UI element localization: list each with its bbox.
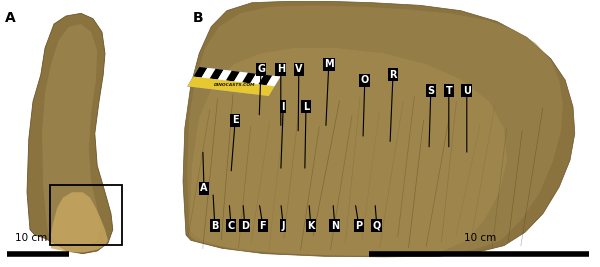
Text: P: P [355, 221, 362, 231]
Polygon shape [234, 72, 248, 83]
Text: S: S [427, 86, 434, 96]
Text: 10 cm: 10 cm [464, 233, 496, 243]
Polygon shape [218, 70, 232, 80]
Polygon shape [209, 69, 224, 80]
Text: B: B [193, 11, 204, 25]
Text: I: I [281, 102, 285, 112]
Text: A: A [5, 11, 16, 25]
Text: K: K [307, 221, 314, 231]
Polygon shape [259, 75, 272, 85]
Polygon shape [193, 67, 208, 78]
Text: O: O [361, 75, 369, 85]
Text: E: E [232, 115, 239, 125]
Polygon shape [188, 77, 275, 96]
Text: C: C [227, 221, 235, 231]
Polygon shape [266, 76, 280, 86]
Polygon shape [189, 48, 507, 256]
Polygon shape [250, 74, 264, 84]
Polygon shape [202, 68, 215, 78]
Polygon shape [183, 1, 575, 257]
Text: T: T [445, 86, 452, 96]
Polygon shape [27, 13, 113, 254]
Polygon shape [242, 73, 256, 83]
Text: DINOCASTS.COM: DINOCASTS.COM [214, 83, 256, 87]
Polygon shape [42, 24, 101, 248]
Polygon shape [187, 5, 563, 256]
Polygon shape [188, 67, 280, 96]
Text: H: H [277, 64, 285, 74]
Text: U: U [463, 86, 471, 96]
Text: 10 cm: 10 cm [15, 233, 47, 243]
Text: L: L [303, 102, 309, 112]
Text: M: M [324, 59, 334, 69]
Text: G: G [257, 64, 265, 74]
Text: B: B [211, 221, 218, 231]
Text: D: D [241, 221, 249, 231]
Text: J: J [281, 221, 285, 231]
Polygon shape [50, 192, 108, 252]
Text: Q: Q [373, 221, 381, 231]
Text: F: F [259, 221, 266, 231]
Text: A: A [200, 183, 208, 193]
Bar [50, 185, 122, 245]
Text: V: V [295, 64, 302, 74]
Text: N: N [331, 221, 339, 231]
Text: R: R [389, 70, 397, 80]
Polygon shape [226, 71, 240, 81]
